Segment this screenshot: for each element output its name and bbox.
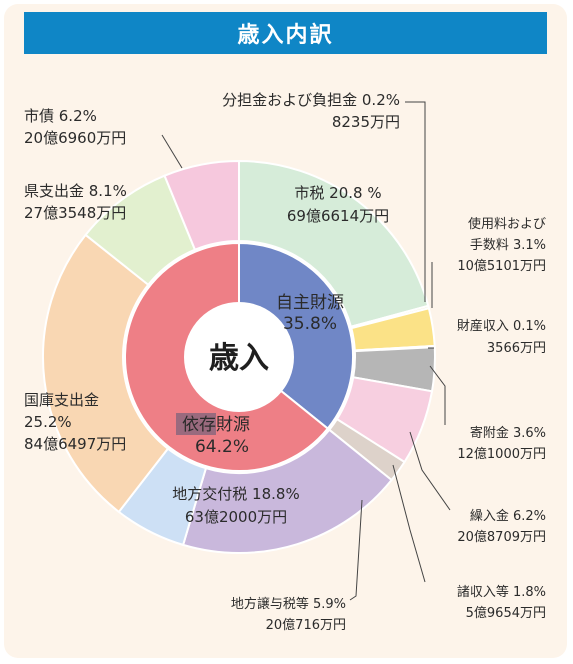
- label-transfer-tax-2: 20億716万円: [266, 617, 346, 633]
- leader-line-0: [405, 101, 426, 302]
- label-fees-2: 手数料 3.1%: [470, 238, 546, 253]
- label-city-tax-1: 市税 20.8 %: [294, 184, 381, 202]
- label-prefecture-1: 県支出金 8.1%: [24, 182, 127, 200]
- outer-slice-11: [163, 159, 240, 251]
- inner-label-own-name: 自主財源: [276, 293, 344, 313]
- label-national-3: 84億6497万円: [24, 435, 126, 453]
- label-fees-3: 10億5101万円: [457, 258, 546, 274]
- inner-label-dependent-name: 依存財源: [182, 415, 250, 435]
- label-property-1: 財産収入 0.1%: [457, 318, 546, 334]
- inner-label-highlight: [176, 413, 216, 435]
- leader-line-6: [392, 464, 426, 583]
- label-national-2: 25.2%: [24, 413, 72, 431]
- label-property-2: 3566万円: [487, 341, 546, 356]
- leader-line-1: [161, 134, 183, 169]
- outer-slice-9: [42, 233, 170, 514]
- label-local-allocation-2: 63億2000万円: [185, 508, 287, 526]
- label-prefecture-2: 27億3548万円: [24, 204, 126, 222]
- label-city-tax-2: 69億6614万円: [287, 207, 389, 225]
- label-transfers-1: 繰入金 6.2%: [470, 508, 546, 524]
- chart-title: 歳入内訳: [24, 12, 547, 54]
- label-misc-1: 諸収入等 1.8%: [457, 584, 546, 600]
- label-misc-2: 5億9654万円: [466, 605, 546, 621]
- outer-slice-0: [238, 159, 430, 328]
- label-national-1: 国庫支出金: [24, 391, 99, 409]
- label-transfer-tax-1: 地方譲与税等 5.9%: [231, 596, 346, 612]
- inner-label-own-pct: 35.8%: [283, 314, 337, 334]
- inner-slice-0: [238, 241, 354, 430]
- outer-ring: [42, 159, 436, 554]
- label-bonds-1: 市債 6.2%: [24, 107, 97, 125]
- leader-lines: [161, 101, 451, 601]
- inner-label-dependent-pct: 64.2%: [195, 437, 249, 457]
- center-label: 歳入: [209, 341, 269, 376]
- label-contributions-1: 分担金および負担金 0.2%: [222, 91, 400, 109]
- leader-line-7: [349, 499, 363, 601]
- label-donations-2: 12億1000万円: [457, 446, 546, 462]
- center-hole: [184, 302, 294, 412]
- label-local-allocation-1: 地方交付税 18.8%: [172, 485, 299, 503]
- leader-line-5: [409, 431, 451, 511]
- label-contributions-2: 8235万円: [332, 113, 400, 131]
- label-donations-1: 寄附金 3.6%: [470, 425, 546, 441]
- label-fees-1: 使用料および: [468, 216, 546, 232]
- label-transfers-2: 20億8709万円: [457, 529, 546, 545]
- label-bonds-2: 20億6960万円: [24, 129, 126, 147]
- leader-line-4: [429, 365, 446, 425]
